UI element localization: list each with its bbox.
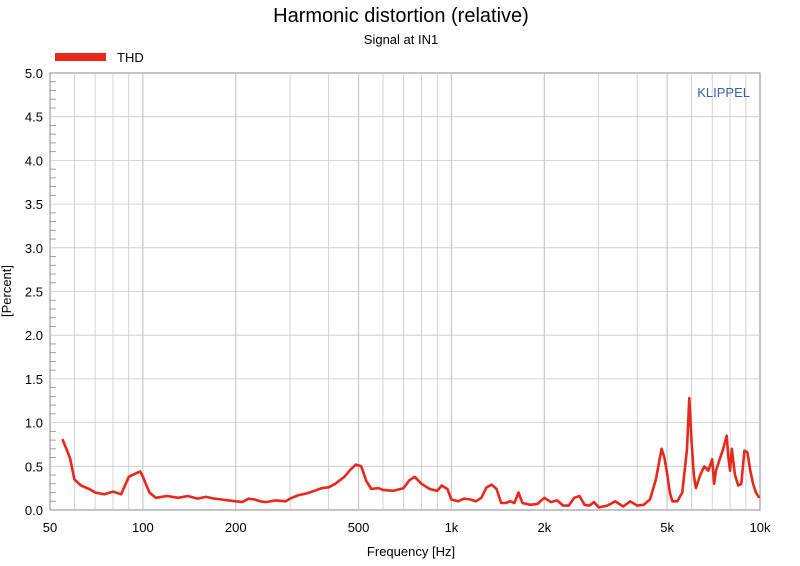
- y-tick-label: 2.5: [25, 285, 43, 300]
- chart-subtitle: Signal at IN1: [364, 32, 438, 47]
- y-tick-label: 2.0: [25, 328, 43, 343]
- x-tick-label: 100: [132, 520, 154, 535]
- x-tick-label: 500: [348, 520, 370, 535]
- series-line-thd: [61, 396, 761, 509]
- y-tick-label: 1.5: [25, 372, 43, 387]
- x-tick-label: 200: [225, 520, 247, 535]
- y-tick-label: 5.0: [25, 66, 43, 81]
- x-tick-label: 2k: [537, 520, 551, 535]
- y-axis-label: [Percent]: [0, 265, 14, 317]
- grid: [50, 73, 760, 510]
- chart-legend: THD: [55, 50, 144, 65]
- klippel-watermark: KLIPPEL: [697, 85, 750, 100]
- y-tick-label: 0.0: [25, 503, 43, 518]
- y-tick-label: 4.0: [25, 153, 43, 168]
- x-tick-label: 50: [43, 520, 57, 535]
- x-axis-label: Frequency [Hz]: [367, 544, 455, 559]
- y-tick-label: 3.0: [25, 241, 43, 256]
- legend-swatch-thd: [55, 53, 106, 61]
- series-layer: [61, 396, 761, 509]
- y-tick-label: 1.0: [25, 416, 43, 431]
- x-tick-label: 10k: [750, 520, 771, 535]
- y-minor-ticks: [50, 81, 56, 502]
- y-axis-ticks: 0.0 0.5 1.0 1.5 2.0 2.5 3.0 3.5 4.0 4.5 5.0: [25, 66, 43, 518]
- y-tick-label: 3.5: [25, 197, 43, 212]
- x-axis-ticks: 50 100 200 500 1k 2k 5k 10k: [43, 520, 771, 535]
- y-tick-label: 4.5: [25, 110, 43, 125]
- legend-label-thd: THD: [117, 50, 144, 65]
- chart-title: Harmonic distortion (relative): [273, 5, 529, 27]
- x-tick-label: 5k: [660, 520, 674, 535]
- x-tick-label: 1k: [445, 520, 459, 535]
- y-tick-label: 0.5: [25, 459, 43, 474]
